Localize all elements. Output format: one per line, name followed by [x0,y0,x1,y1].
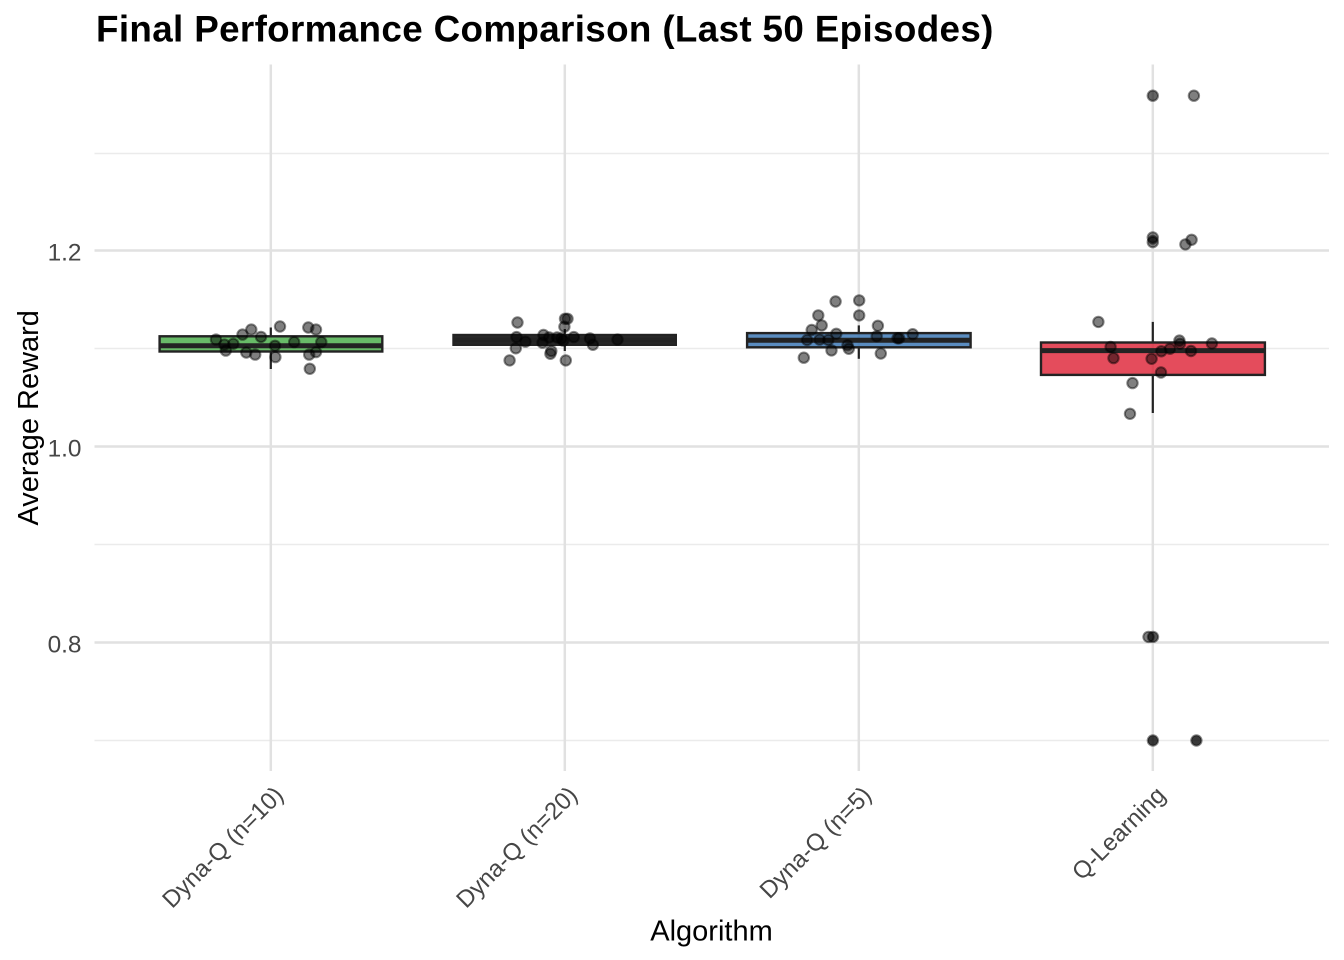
svg-text:Average Reward: Average Reward [13,310,45,525]
svg-text:0.8: 0.8 [48,632,82,659]
svg-text:1.0: 1.0 [48,436,82,463]
svg-text:1.2: 1.2 [48,240,82,267]
svg-text:Final Performance Comparison (: Final Performance Comparison (Last 50 Ep… [96,8,994,49]
svg-text:Algorithm: Algorithm [650,916,773,948]
